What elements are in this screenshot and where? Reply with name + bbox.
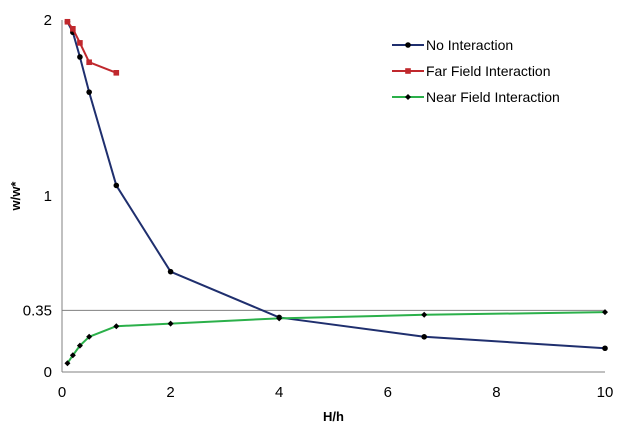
data-point [113, 182, 120, 189]
y-tick-label: 1 [44, 188, 52, 205]
legend-label: No Interaction [426, 37, 513, 53]
legend-marker [405, 42, 411, 48]
data-point [113, 323, 120, 330]
data-point [69, 352, 76, 359]
y-tick-label: 2 [44, 12, 52, 29]
data-point [70, 26, 76, 32]
data-point [86, 59, 92, 66]
legend-label: Near Field Interaction [426, 89, 560, 105]
data-point [86, 333, 93, 340]
legend-label: Far Field Interaction [426, 63, 551, 79]
legend-marker [405, 94, 411, 100]
data-point [86, 89, 92, 95]
x-tick-label: 8 [492, 384, 500, 401]
data-point [276, 315, 283, 322]
x-tick-label: 0 [58, 384, 66, 401]
series-group [64, 309, 608, 367]
x-axis-title: H/h [323, 409, 344, 424]
y-tick-label: 0.35 [23, 302, 52, 319]
x-tick-label: 6 [384, 384, 392, 401]
x-tick-label: 2 [166, 384, 174, 401]
data-point [77, 54, 83, 60]
x-tick-label: 4 [275, 384, 283, 401]
data-point [64, 360, 71, 367]
data-point [113, 70, 120, 76]
data-point [167, 268, 174, 275]
series-line [66, 311, 606, 364]
data-point [602, 345, 608, 352]
data-point [421, 334, 427, 340]
data-point [167, 320, 174, 327]
data-point [421, 311, 428, 318]
x-tick-label: 10 [597, 384, 614, 401]
data-point [602, 309, 608, 316]
data-point [64, 18, 71, 25]
y-tick-label: 0 [44, 364, 52, 381]
series-group [64, 18, 120, 76]
data-point [76, 342, 83, 349]
data-point [77, 40, 83, 46]
y-axis-title: w/w* [8, 181, 23, 212]
legend-marker [405, 68, 411, 74]
